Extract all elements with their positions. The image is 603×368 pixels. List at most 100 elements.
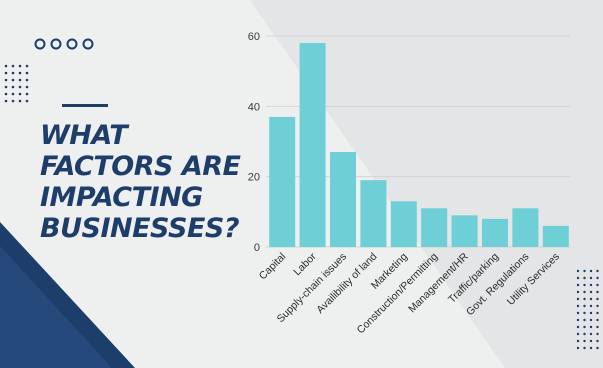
x-tick-label: Labor bbox=[291, 250, 319, 278]
y-tick-label: 0 bbox=[254, 242, 260, 254]
dot bbox=[18, 78, 22, 82]
dot bbox=[11, 99, 15, 103]
dot bbox=[596, 318, 599, 322]
dot bbox=[576, 304, 580, 308]
dot bbox=[596, 325, 599, 329]
dot bbox=[576, 269, 580, 273]
dot bbox=[596, 311, 599, 315]
dot bbox=[576, 318, 580, 322]
dot bbox=[576, 325, 580, 329]
dot bbox=[583, 346, 586, 350]
dot bbox=[596, 290, 599, 294]
dot-grid-bottom-right bbox=[576, 269, 599, 350]
ring-dot bbox=[66, 38, 78, 50]
ring-dots bbox=[34, 38, 94, 50]
dot bbox=[11, 92, 15, 96]
dot bbox=[576, 276, 580, 280]
dot bbox=[4, 78, 8, 82]
dot bbox=[589, 325, 593, 329]
y-tick-label: 40 bbox=[248, 101, 260, 113]
accent-line bbox=[62, 104, 108, 107]
dot bbox=[589, 297, 593, 301]
dot bbox=[25, 99, 29, 103]
headline-line-3: IMPACTING bbox=[40, 182, 203, 213]
bar bbox=[360, 180, 387, 247]
dot bbox=[25, 71, 29, 75]
dot bbox=[596, 332, 599, 336]
dot bbox=[589, 339, 593, 343]
diagonal-panel bbox=[250, 0, 603, 368]
dot bbox=[11, 64, 15, 68]
dot bbox=[583, 283, 586, 287]
dot bbox=[596, 346, 599, 350]
dot bbox=[596, 304, 599, 308]
dot bbox=[18, 92, 22, 96]
dot bbox=[576, 311, 580, 315]
dot bbox=[576, 283, 580, 287]
dot bbox=[576, 339, 580, 343]
dot bbox=[18, 85, 22, 89]
dot bbox=[596, 339, 599, 343]
dot bbox=[589, 332, 593, 336]
dot bbox=[589, 304, 593, 308]
dot bbox=[596, 276, 599, 280]
dot bbox=[576, 297, 580, 301]
dot bbox=[583, 297, 586, 301]
dot bbox=[25, 85, 29, 89]
ring-dot bbox=[82, 38, 94, 50]
bars bbox=[269, 43, 569, 248]
headline-line-4: BUSINESSES? bbox=[40, 213, 240, 244]
dot bbox=[589, 276, 593, 280]
dot bbox=[25, 92, 29, 96]
dot bbox=[589, 346, 593, 350]
dot bbox=[589, 269, 593, 273]
dot bbox=[18, 71, 22, 75]
bar bbox=[299, 43, 326, 248]
dot bbox=[11, 71, 15, 75]
bar bbox=[390, 201, 417, 247]
ring-dot bbox=[34, 38, 46, 50]
headline-line-1: WHAT bbox=[40, 120, 128, 151]
dot bbox=[589, 290, 593, 294]
dot bbox=[589, 283, 593, 287]
bar bbox=[330, 152, 356, 247]
dot bbox=[576, 332, 580, 336]
navy-corner-overlay bbox=[0, 246, 112, 368]
x-tick-label: Capital bbox=[257, 251, 289, 283]
dot bbox=[583, 311, 586, 315]
bar bbox=[421, 208, 448, 247]
bar bbox=[451, 215, 478, 247]
dot bbox=[583, 339, 586, 343]
dot bbox=[596, 297, 599, 301]
dot bbox=[11, 78, 15, 82]
dot bbox=[583, 318, 586, 322]
headline: WHAT FACTORS ARE IMPACTING BUSINESSES? bbox=[40, 120, 241, 244]
y-tick-label: 60 bbox=[248, 31, 260, 43]
dot bbox=[589, 311, 593, 315]
dot bbox=[583, 325, 586, 329]
dot bbox=[4, 85, 8, 89]
dot bbox=[4, 99, 8, 103]
dot bbox=[589, 318, 593, 322]
dot bbox=[18, 99, 22, 103]
dot bbox=[583, 276, 586, 280]
ring-dot bbox=[50, 38, 62, 50]
headline-line-2: FACTORS ARE bbox=[40, 151, 241, 182]
dot bbox=[18, 64, 22, 68]
dot bbox=[4, 71, 8, 75]
dot bbox=[596, 269, 599, 273]
y-tick-label: 20 bbox=[248, 172, 260, 184]
y-axis-ticks: 0 20 40 60 bbox=[248, 31, 260, 254]
dot bbox=[583, 269, 586, 273]
bar bbox=[269, 116, 296, 247]
dot bbox=[4, 64, 8, 68]
dot bbox=[4, 92, 8, 96]
dot bbox=[583, 290, 586, 294]
dot bbox=[583, 332, 586, 336]
dot bbox=[576, 346, 580, 350]
dot bbox=[583, 304, 586, 308]
bar bbox=[512, 208, 539, 247]
